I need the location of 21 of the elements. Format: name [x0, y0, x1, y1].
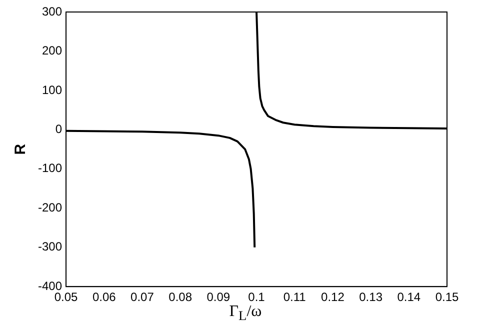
x-axis-title: Γ$_{L}$/ω [228, 303, 263, 324]
x-tick-label: 0.07 [130, 290, 154, 304]
y-tick-label: -400 [38, 278, 62, 293]
y-axis-title: R [12, 144, 30, 155]
x-tick-label: 0.06 [92, 290, 116, 304]
x-tick-label: 0.13 [359, 290, 383, 304]
x-tick-label: 0.14 [397, 290, 421, 304]
y-tick-label: 0 [55, 122, 62, 136]
x-tick-label: 0.12 [321, 290, 345, 304]
y-tick-label: 100 [42, 82, 62, 97]
x-tick-label: 0.1 [248, 290, 266, 304]
x-tick-label: 0.05 [54, 290, 78, 304]
y-tick-label: -100 [38, 161, 62, 176]
y-tick-label: -200 [38, 200, 62, 214]
x-tick-label: 0.15 [435, 290, 459, 304]
x-tick-label: 0.11 [283, 290, 306, 304]
x-tick-label: 0.08 [168, 290, 192, 304]
y-tick-label: 300 [42, 4, 62, 18]
y-tick-label: -300 [38, 240, 62, 254]
x-tick-label: 0.09 [206, 290, 230, 304]
y-tick-label: 200 [42, 44, 62, 58]
